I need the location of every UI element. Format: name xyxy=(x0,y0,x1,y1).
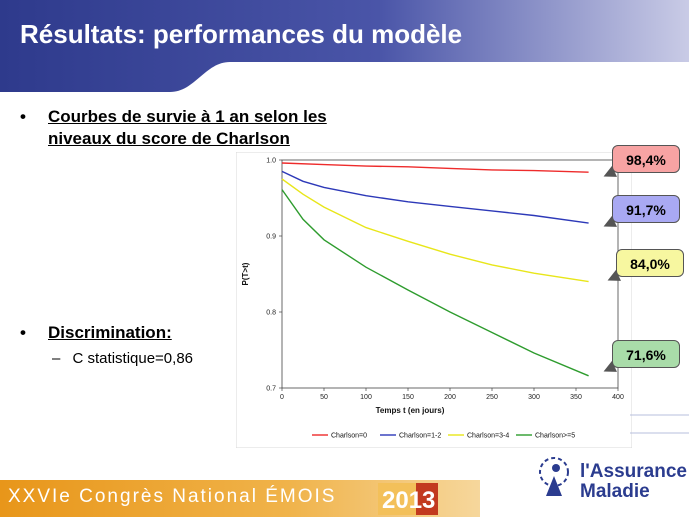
bullet-marker: • xyxy=(20,323,26,342)
slide-title: Résultats: performances du modèle xyxy=(20,19,463,49)
sub-bullet-c-statistic: – C statistique=0,86 xyxy=(52,349,193,369)
x-tick-label: 300 xyxy=(528,394,540,401)
series-line-charlson-5 xyxy=(281,189,589,377)
y-tick-label: 1.0 xyxy=(266,158,276,165)
bullet-text: Courbes de survie à 1 an selon les xyxy=(48,107,327,126)
callout-charlson-0: 98,4% xyxy=(601,145,680,182)
callout-charlson-1-2: 91,7% xyxy=(601,195,680,232)
sub-bullet-marker: – xyxy=(52,350,61,367)
y-axis-label: P(T>t) xyxy=(241,262,250,285)
year-badge-text: 2013 xyxy=(382,487,435,514)
x-axis-label: Temps t (en jours) xyxy=(376,406,445,415)
bullet-text: Discrimination: xyxy=(48,323,172,342)
sub-bullet-text: C statistique=0,86 xyxy=(72,350,194,367)
footer-banner: 2013 xyxy=(0,480,480,517)
logo-line2: Maladie xyxy=(580,481,650,502)
legend-label: Charlson=1-2 xyxy=(399,433,441,440)
x-tick-label: 100 xyxy=(360,394,372,401)
callout-charlson-3-4: 84,0% xyxy=(605,249,684,286)
survival-chart: 0 50 100 150 200 250 300 350 400 0.7 0.8 0.9 1.0 Temp… xyxy=(235,151,633,449)
y-tick-label: 0.7 xyxy=(266,386,276,393)
x-tick-label: 50 xyxy=(320,394,328,401)
assurance-maladie-logo-icon xyxy=(539,457,569,496)
x-tick-label: 200 xyxy=(444,394,456,401)
header-banner xyxy=(0,0,689,92)
bullet-marker: • xyxy=(20,107,26,126)
x-tick-label: 350 xyxy=(570,394,582,401)
logo-line1: l'Assurance xyxy=(580,461,687,482)
decorative-lines xyxy=(630,414,689,434)
series-line-charlson-0 xyxy=(281,162,589,173)
survival-chart-svg: 0 50 100 150 200 250 300 350 400 0.7 0.8 0.9 1.0 Temp… xyxy=(235,151,633,449)
chart-background xyxy=(235,151,633,449)
callout-charlson-5plus: 71,6% xyxy=(601,340,680,377)
series-line-charlson-1-2 xyxy=(281,170,589,224)
x-tick-label: 400 xyxy=(612,394,624,401)
x-tick-label: 250 xyxy=(486,394,498,401)
bullet-text-line2: niveaux du score de Charlson xyxy=(48,129,290,148)
legend-label: Charlson=0 xyxy=(331,433,367,440)
legend-label: Charlson=3-4 xyxy=(467,433,509,440)
x-tick-label: 150 xyxy=(402,394,414,401)
x-tick-label: 0 xyxy=(280,394,284,401)
footer-event-text: XXVIe Congrès National ÉMOIS xyxy=(8,486,337,507)
series-line-charlson-3-4 xyxy=(281,178,589,283)
y-tick-label: 0.8 xyxy=(266,310,276,317)
y-tick-label: 0.9 xyxy=(266,234,276,241)
legend-label: Charlson>=5 xyxy=(535,433,575,440)
